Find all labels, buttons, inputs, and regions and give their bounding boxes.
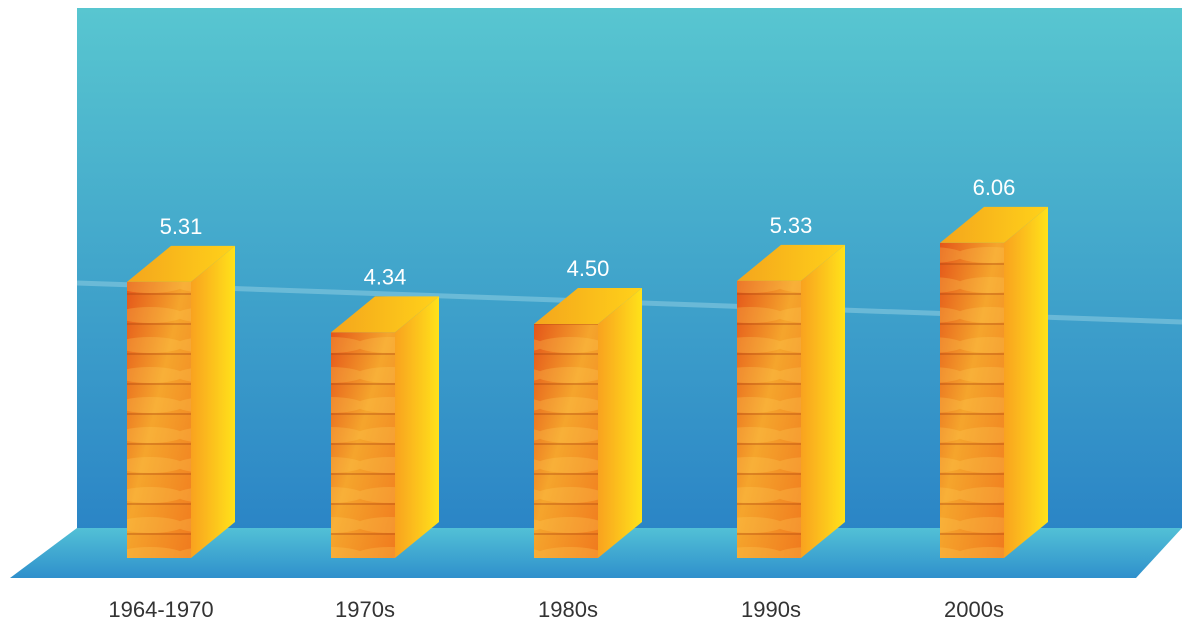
bar-coin-texture xyxy=(127,281,191,558)
value-label: 4.34 xyxy=(364,264,407,289)
bar-top-face xyxy=(127,245,235,282)
bar-1964-1970 xyxy=(127,245,235,558)
value-label: 5.33 xyxy=(770,213,813,238)
bar-1970s xyxy=(331,296,439,558)
bar-2000s xyxy=(940,206,1048,558)
category-label: 1970s xyxy=(335,597,395,622)
category-label: 1980s xyxy=(538,597,598,622)
value-labels-group: 5.31 4.34 4.50 5.33 6.06 xyxy=(160,175,1016,289)
bar-1980s xyxy=(534,288,642,558)
category-label: 1964-1970 xyxy=(108,597,213,622)
bar-1990s xyxy=(737,244,845,558)
bar-coin-texture xyxy=(331,332,395,558)
bar-top-face xyxy=(737,244,845,281)
bar-coin-texture xyxy=(940,242,1004,558)
bar-side-face xyxy=(598,288,642,558)
bar-side-face xyxy=(801,244,845,558)
bar-top-face xyxy=(940,206,1048,243)
bar-coin-texture xyxy=(534,324,598,558)
bar-coin-texture xyxy=(737,280,801,558)
category-label: 2000s xyxy=(944,597,1004,622)
bar-side-face xyxy=(191,245,235,558)
bars-group xyxy=(127,206,1048,558)
value-label: 4.50 xyxy=(567,256,610,281)
category-label: 1990s xyxy=(741,597,801,622)
category-labels-group: 1964-1970 1970s 1980s 1990s 2000s xyxy=(108,597,1004,622)
bar-side-face xyxy=(1004,206,1048,558)
value-label: 6.06 xyxy=(973,175,1016,200)
bar-side-face xyxy=(395,296,439,558)
bar-top-face xyxy=(331,296,439,333)
bar-top-face xyxy=(534,288,642,324)
value-label: 5.31 xyxy=(160,214,203,239)
